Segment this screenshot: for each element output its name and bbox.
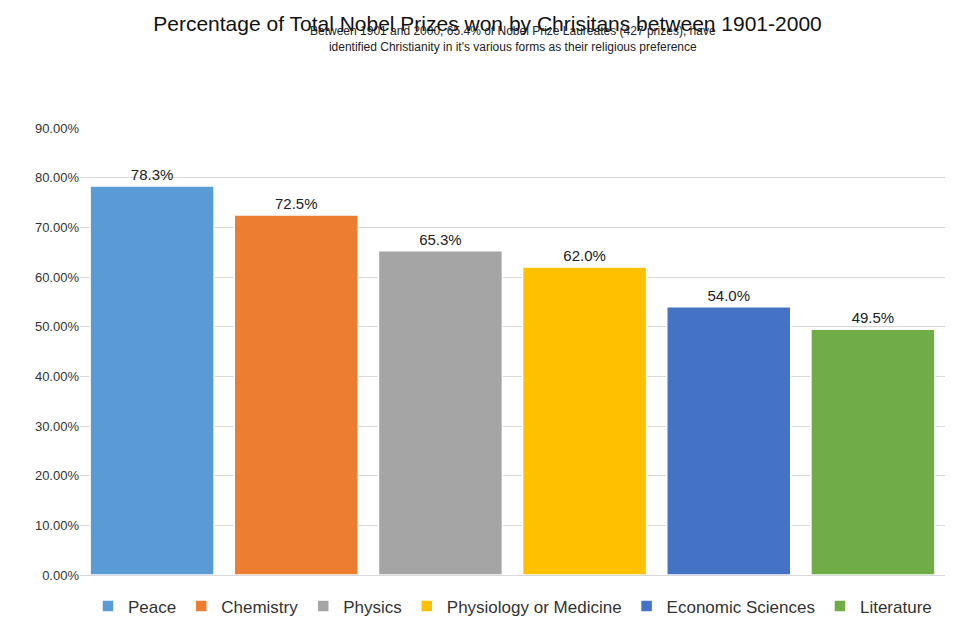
svg-text:Between 1901 and 2000, 65.4% o: Between 1901 and 2000, 65.4% of Nobel Pr… (310, 24, 716, 54)
svg-text:50.00%: 50.00% (35, 319, 80, 334)
svg-text:60.00%: 60.00% (35, 270, 80, 285)
svg-text:Physics: Physics (343, 598, 402, 617)
svg-text:20.00%: 20.00% (35, 468, 80, 483)
svg-text:90.00%: 90.00% (35, 121, 80, 136)
svg-text:Economic Sciences: Economic Sciences (667, 598, 815, 617)
svg-text:62.0%: 62.0% (563, 247, 606, 264)
svg-text:65.3%: 65.3% (419, 231, 462, 248)
svg-text:78.3%: 78.3% (131, 166, 174, 183)
svg-text:80.00%: 80.00% (35, 170, 80, 185)
svg-text:70.00%: 70.00% (35, 220, 80, 235)
svg-text:Chemistry: Chemistry (221, 598, 298, 617)
svg-text:Percentage of Total Nobel Priz: Percentage of Total Nobel Prizes won by … (153, 12, 822, 35)
svg-text:72.5%: 72.5% (275, 195, 318, 212)
svg-text:54.0%: 54.0% (707, 287, 750, 304)
svg-text:40.00%: 40.00% (35, 369, 80, 384)
svg-text:Peace: Peace (128, 598, 176, 617)
svg-text:Literature: Literature (860, 598, 932, 617)
svg-text:30.00%: 30.00% (35, 419, 80, 434)
svg-text:0.00%: 0.00% (42, 568, 79, 583)
svg-text:Physiology or Medicine: Physiology or Medicine (447, 598, 622, 617)
svg-text:49.5%: 49.5% (852, 309, 895, 326)
svg-text:10.00%: 10.00% (35, 518, 80, 533)
